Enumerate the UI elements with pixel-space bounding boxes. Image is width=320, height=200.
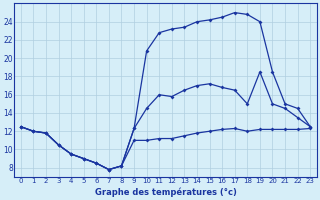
X-axis label: Graphe des températures (°c): Graphe des températures (°c): [95, 187, 236, 197]
